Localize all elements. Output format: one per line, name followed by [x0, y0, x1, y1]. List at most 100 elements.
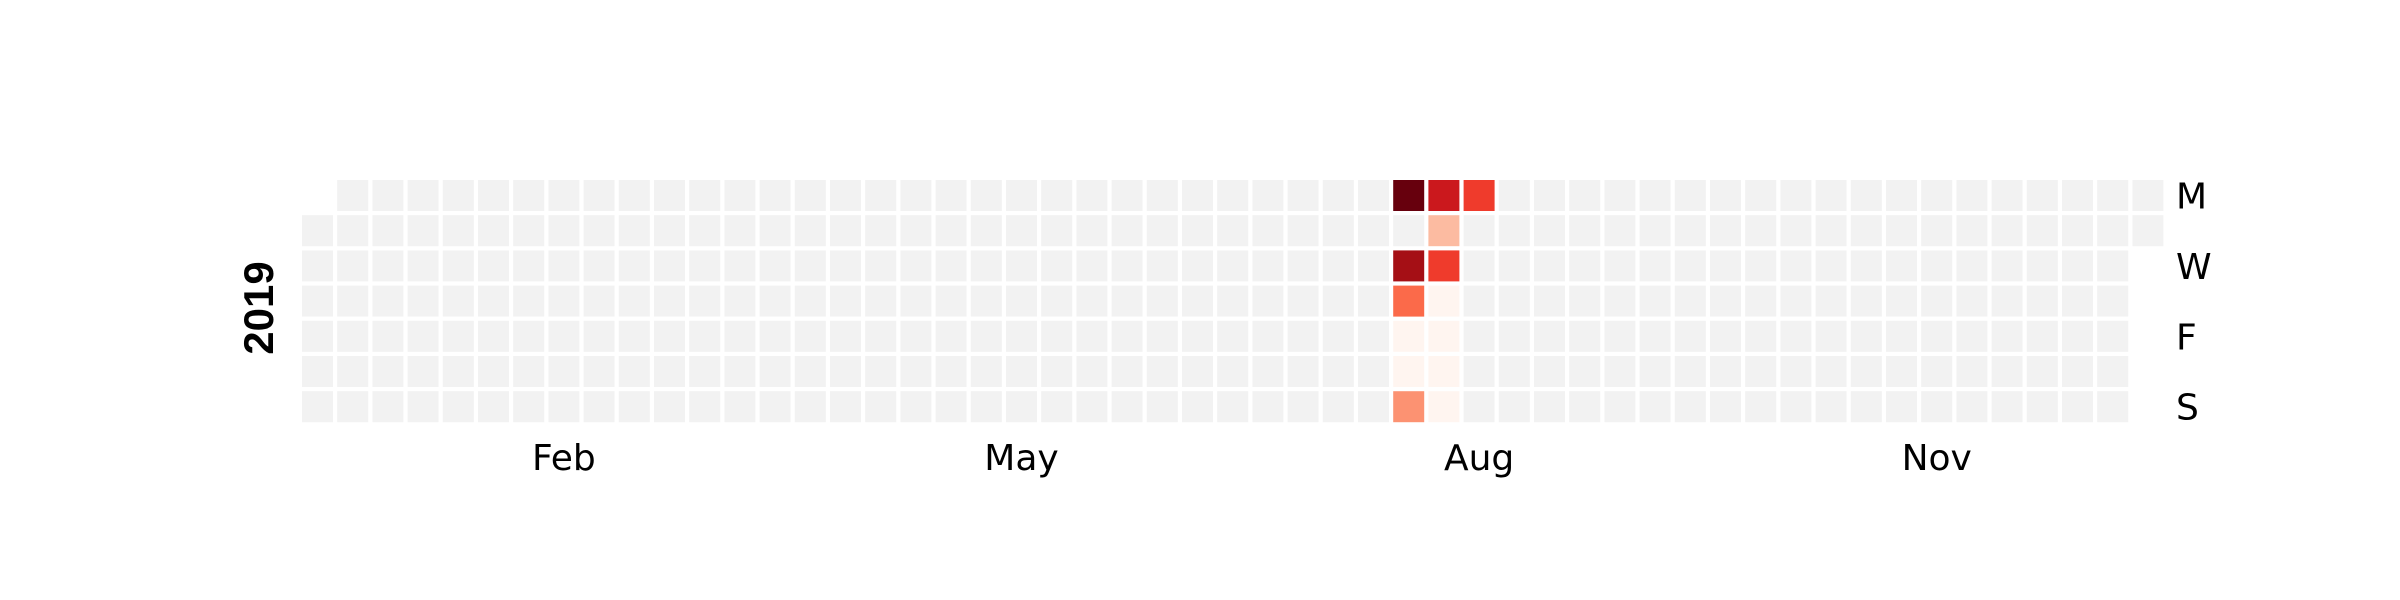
heatmap-cell	[2062, 320, 2093, 352]
heatmap-cell	[618, 250, 650, 282]
heatmap-cell	[830, 356, 861, 387]
month-labels: Feb May Aug Nov	[532, 438, 1972, 479]
heatmap-cell	[1639, 250, 1671, 282]
heatmap-cell	[1463, 391, 1495, 423]
heatmap-cell	[1815, 215, 1847, 247]
heatmap-cell	[970, 250, 1002, 282]
heatmap-cell	[1991, 391, 2023, 423]
heatmap-cell	[759, 391, 791, 423]
heatmap-cell	[302, 391, 333, 423]
heatmap-cell	[1217, 180, 1249, 211]
heatmap-cell	[442, 180, 474, 211]
heatmap-cell	[900, 285, 932, 317]
heatmap-cell	[1076, 285, 1108, 317]
heatmap-cell	[513, 215, 545, 247]
heatmap-cell	[794, 285, 826, 317]
heatmap-cell	[724, 320, 756, 352]
heatmap-cell	[2026, 180, 2058, 211]
heatmap-cell	[1710, 320, 1741, 352]
heatmap-cell	[372, 180, 404, 211]
heatmap-cell	[759, 285, 791, 317]
heatmap-cell	[900, 391, 932, 423]
heatmap-cell	[1815, 250, 1847, 282]
heatmap-cell	[1463, 250, 1495, 282]
heatmap-cell	[1850, 215, 1882, 247]
heatmap-cell	[1111, 180, 1143, 211]
heatmap-cell	[900, 320, 932, 352]
heatmap-cell	[1041, 180, 1073, 211]
heatmap-cell	[1674, 391, 1706, 423]
heatmap-cell	[1006, 285, 1037, 317]
heatmap-cell	[1182, 391, 1213, 423]
heatmap-cell	[1217, 356, 1249, 387]
heatmap-cell	[1463, 356, 1495, 387]
heatmap-cell	[1710, 215, 1741, 247]
heatmap-cell	[689, 250, 721, 282]
heatmap-cell	[759, 215, 791, 247]
heatmap-cell	[724, 391, 756, 423]
heatmap-cell	[407, 285, 439, 317]
heatmap-cell	[2097, 250, 2129, 282]
heatmap-cell	[1534, 391, 1565, 423]
heatmap-cell	[2132, 180, 2164, 211]
heatmap-cell	[1111, 356, 1143, 387]
heatmap-cell	[2026, 250, 2058, 282]
heatmap-cell	[1463, 285, 1495, 317]
heatmap-cell	[1217, 320, 1249, 352]
heatmap-cell	[618, 180, 650, 211]
heatmap-cell	[900, 356, 932, 387]
heatmap-cell	[1111, 320, 1143, 352]
weekday-label: M	[2176, 177, 2207, 218]
heatmap-cell	[1041, 250, 1073, 282]
heatmap-cell	[407, 180, 439, 211]
heatmap-cell	[970, 180, 1002, 211]
heatmap-cell	[689, 215, 721, 247]
heatmap-cell	[1217, 250, 1249, 282]
heatmap-cell	[830, 391, 861, 423]
heatmap-cell	[1815, 391, 1847, 423]
heatmap-cell	[654, 320, 685, 352]
heatmap-cell	[1956, 356, 1988, 387]
heatmap-cell	[2062, 356, 2093, 387]
heatmap-cell	[1674, 215, 1706, 247]
heatmap-cell	[1428, 356, 1460, 387]
heatmap-cell	[1921, 391, 1953, 423]
heatmap-cell	[1498, 320, 1530, 352]
heatmap-cell	[1463, 215, 1495, 247]
heatmap-cell	[1956, 250, 1988, 282]
heatmap-cell	[337, 215, 369, 247]
heatmap-cell	[442, 320, 474, 352]
heatmap-cell	[1393, 285, 1425, 317]
heatmap-cell	[478, 356, 509, 387]
heatmap-cell	[654, 285, 685, 317]
heatmap-cell	[935, 285, 967, 317]
heatmap-cell	[1886, 356, 1917, 387]
heatmap-cell	[1006, 215, 1037, 247]
heatmap-cell	[970, 391, 1002, 423]
heatmap-cell	[583, 215, 615, 247]
weekday-label: F	[2176, 317, 2197, 358]
heatmap-cell	[1745, 356, 1777, 387]
heatmap-cell	[513, 285, 545, 317]
heatmap-cell	[1569, 180, 1601, 211]
heatmap-cell	[2026, 391, 2058, 423]
heatmap-cell	[935, 215, 967, 247]
heatmap-cell	[513, 356, 545, 387]
heatmap-cell	[1780, 356, 1812, 387]
heatmap-cell	[1217, 215, 1249, 247]
heatmap-cell	[548, 356, 580, 387]
heatmap-cell	[583, 285, 615, 317]
heatmap-cell	[1182, 285, 1213, 317]
heatmap-cell	[1428, 320, 1460, 352]
heatmap-cell	[689, 356, 721, 387]
heatmap-cell	[372, 320, 404, 352]
heatmap-cell	[513, 391, 545, 423]
heatmap-cell	[1886, 320, 1917, 352]
heatmap-cell	[1710, 180, 1741, 211]
heatmap-cell	[1815, 180, 1847, 211]
weekday-label: S	[2176, 388, 2199, 429]
heatmap-cell	[1956, 285, 1988, 317]
heatmap-cell	[1322, 215, 1354, 247]
heatmap-cell	[1358, 320, 1389, 352]
